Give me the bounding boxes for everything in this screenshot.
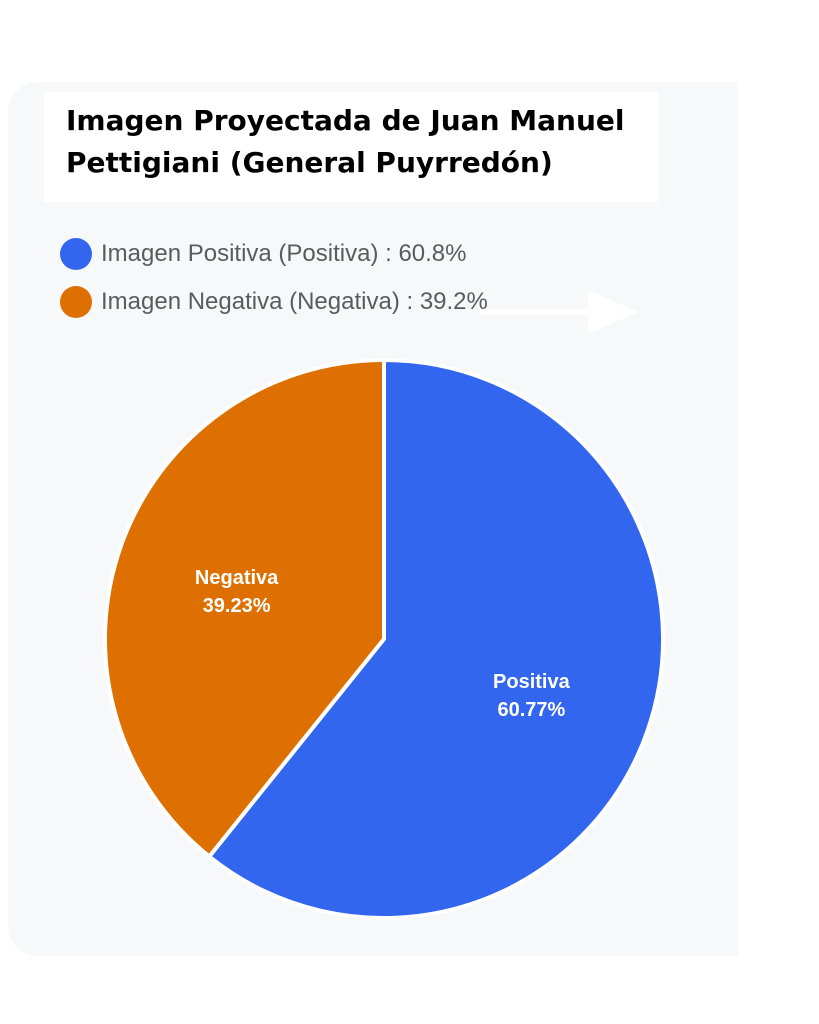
title-box bbox=[44, 92, 658, 202]
arrow-right-icon bbox=[480, 290, 638, 334]
pie-slice-negativa[interactable] bbox=[103, 358, 386, 859]
slice-label-positiva: Positiva bbox=[493, 671, 571, 693]
chart-title: Imagen Proyectada de Juan Manuel Pettigi… bbox=[66, 104, 625, 179]
legend-swatch-negativa bbox=[60, 286, 92, 318]
pie-slice-positiva[interactable] bbox=[207, 358, 665, 920]
legend: Imagen Positiva (Positiva) : 60.8% Image… bbox=[60, 230, 488, 326]
legend-label-negativa: Imagen Negativa (Negativa) : 39.2% bbox=[101, 288, 488, 315]
slice-label-negativa: Negativa bbox=[195, 567, 279, 589]
slice-percent-negativa: 39.23% bbox=[203, 595, 271, 617]
legend-item-positiva[interactable]: Imagen Positiva (Positiva) : 60.8% bbox=[60, 230, 488, 278]
legend-swatch-positiva bbox=[60, 238, 92, 270]
legend-label-positiva: Imagen Positiva (Positiva) : 60.8% bbox=[101, 240, 467, 267]
slice-percent-positiva: 60.77% bbox=[497, 699, 565, 721]
legend-item-negativa[interactable]: Imagen Negativa (Negativa) : 39.2% bbox=[60, 278, 488, 326]
